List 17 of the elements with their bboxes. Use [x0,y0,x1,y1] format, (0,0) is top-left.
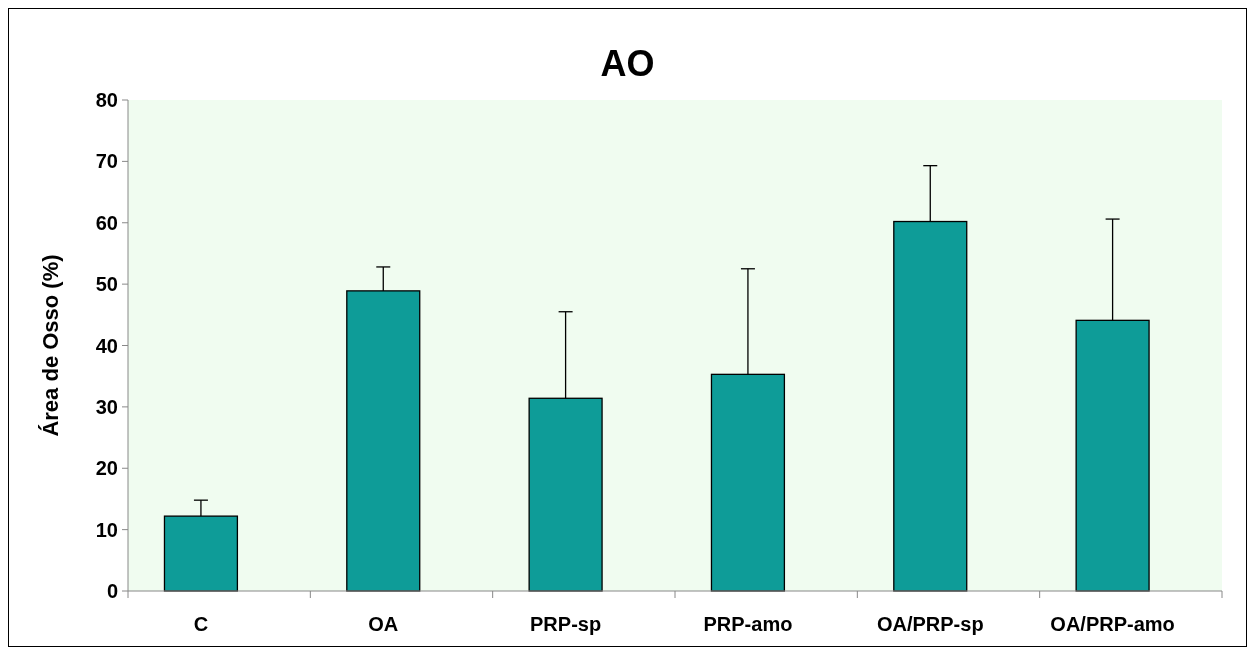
y-tick-label: 60 [95,211,118,234]
y-tick-label: 30 [95,395,118,418]
x-tick-label: OA/PRP-sp [876,613,984,635]
chart-title: AO [600,43,655,84]
y-tick-label: 10 [95,518,118,541]
y-tick-label: 40 [95,334,118,357]
y-tick-label: 80 [95,89,118,111]
x-tick-label: C [193,613,209,635]
y-tick-label: 50 [95,273,118,296]
y-axis-title: Área de Osso (%) [38,254,63,437]
x-tick-label: OA [368,613,399,635]
x-tick-label: OA/PRP-amo [1050,613,1175,635]
y-tick-label: 70 [95,150,118,173]
x-tick-label: PRP-amo [703,613,793,635]
y-tick-label: 20 [95,457,118,480]
x-tick-label: PRP-sp [530,613,602,635]
y-tick-label: 0 [106,580,118,602]
